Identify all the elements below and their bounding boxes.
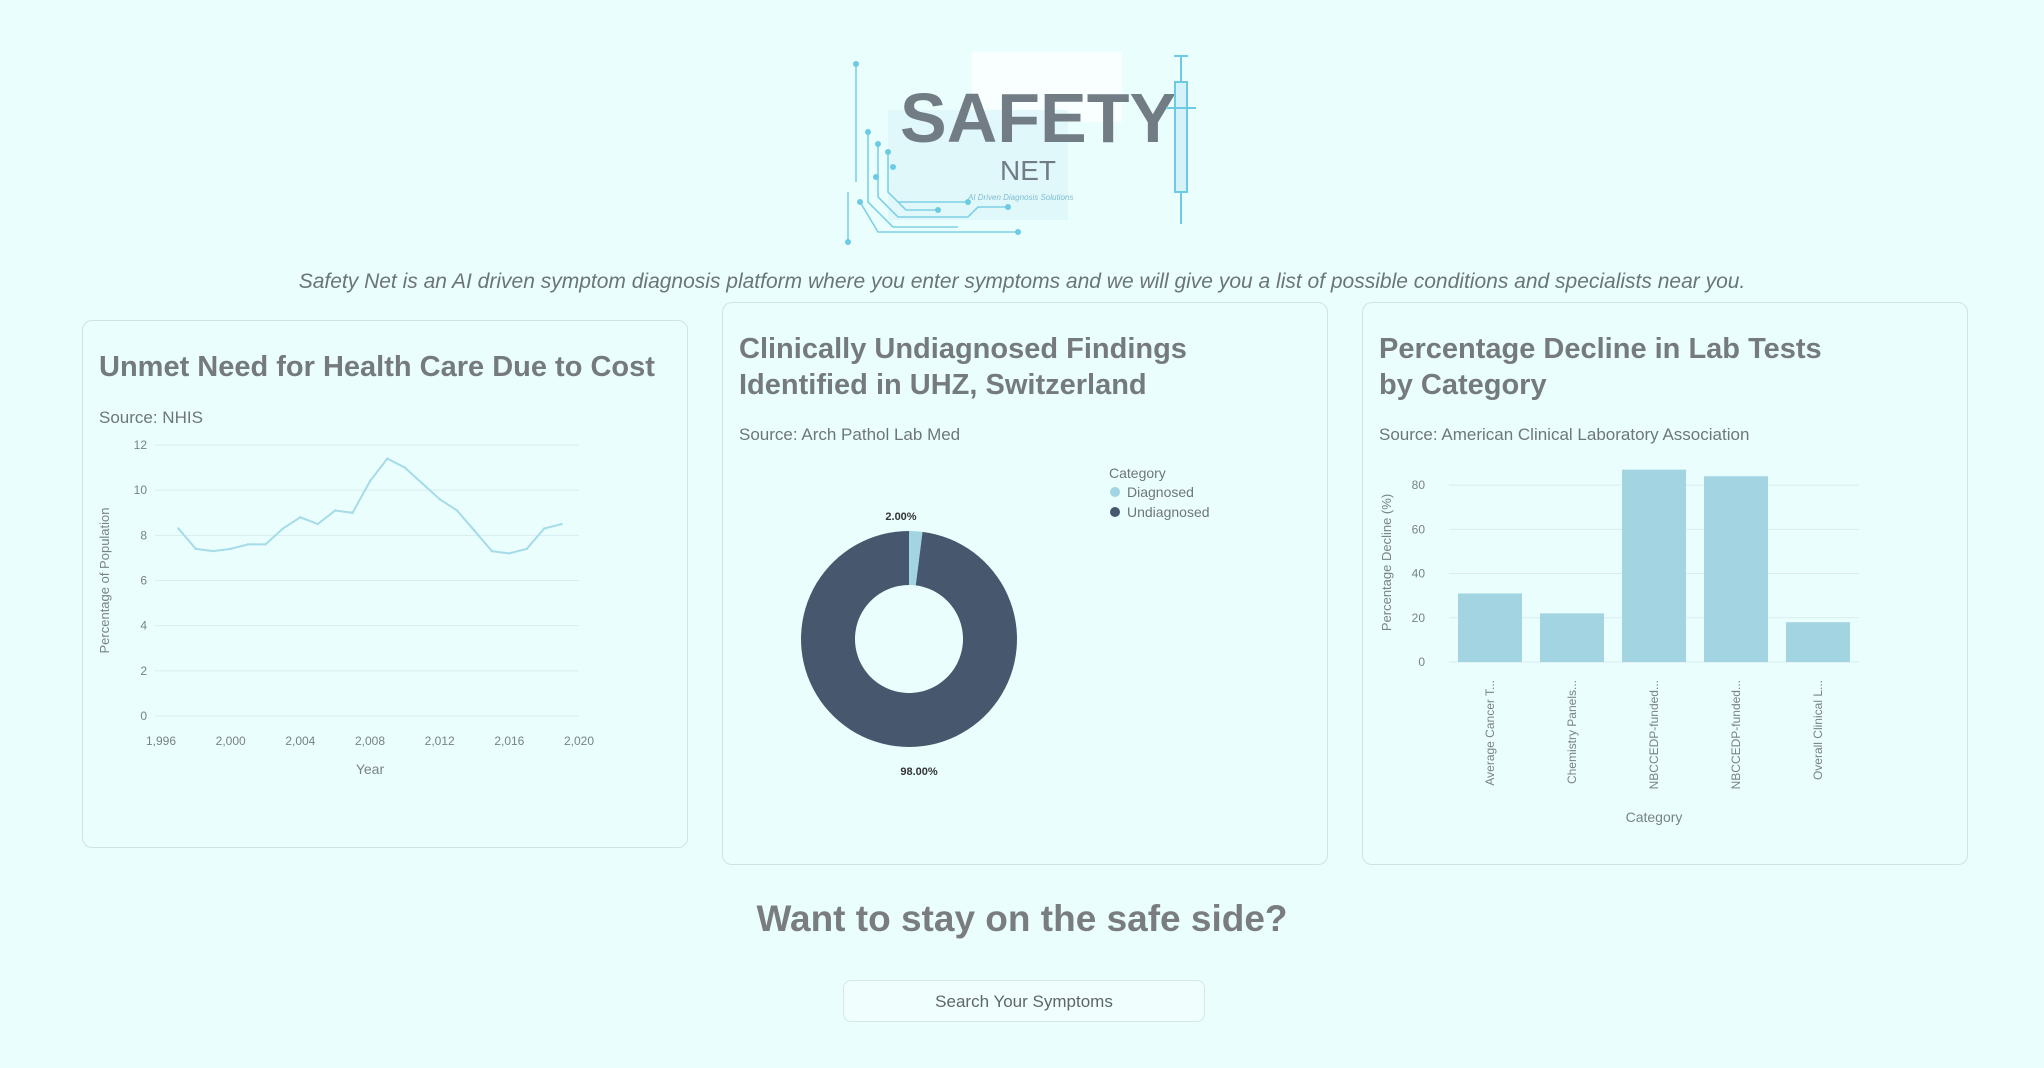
x-axis-label: Category [1626, 809, 1683, 825]
data-point [438, 498, 441, 501]
bar-chart: 0 20 40 60 80 Average Cancer T... Chemistry Pa… [1379, 469, 1859, 825]
data-point [333, 509, 337, 512]
bar [1540, 613, 1604, 662]
data-point [455, 509, 459, 512]
data-point [368, 479, 372, 483]
svg-text:SAFETY: SAFETY [900, 79, 1176, 157]
data-point [525, 547, 528, 551]
legend-marker [1110, 487, 1120, 497]
donut-slice-undiagnosed [800, 531, 1017, 747]
data-point [194, 547, 198, 551]
data-point [560, 522, 563, 526]
data-point [281, 527, 285, 530]
x-tick-label: 2,020 [564, 734, 594, 748]
x-tick-label: Average Cancer T... [1483, 680, 1497, 786]
data-point [508, 552, 511, 555]
x-tick-label: 2,008 [355, 734, 385, 748]
y-tick-label: 12 [134, 438, 148, 452]
data-point [386, 457, 389, 460]
x-tick-label: Overall Clinical L... [1811, 680, 1825, 780]
series-line [177, 457, 562, 555]
card-source: Source: American Clinical Laboratory Ass… [1379, 425, 1750, 444]
bar [1704, 476, 1768, 662]
card-title: Clinically Undiagnosed Findings Identifi… [739, 333, 1187, 401]
bar [1786, 622, 1850, 662]
data-point [246, 543, 250, 546]
legend-label: Undiagnosed [1127, 504, 1210, 520]
x-tick-label: NBCCEDP-funded... [1729, 680, 1743, 789]
card-title: Unmet Need for Health Care Due to Cost [99, 351, 655, 383]
y-tick-label: 4 [140, 619, 147, 633]
x-tick-label: Chemistry Panels... [1565, 680, 1579, 784]
x-tick-label: NBCCEDP-funded... [1647, 680, 1661, 789]
line-chart: 0 2 4 6 8 10 12 1,996 2,000 2,004 2,008 2,012 2,016 2… [97, 438, 594, 777]
safety-net-logo: SAFETY NET AI Driven Diagnosis Solutions [845, 52, 1196, 245]
data-point [264, 543, 267, 546]
svg-text:AI Driven Diagnosis Solutions: AI Driven Diagnosis Solutions [967, 193, 1073, 202]
donut-chart: 2.00% 98.00% Category Diagnosed Undiagnosed [800, 465, 1210, 778]
card-title: Percentage Decline in Lab Tests by Categ… [1379, 333, 1822, 401]
data-point [351, 511, 354, 514]
x-axis-label: Year [356, 761, 385, 777]
data-point [212, 549, 215, 553]
y-axis-label: Percentage Decline (%) [1379, 494, 1394, 631]
x-tick-label: 1,996 [146, 734, 176, 748]
data-point [299, 516, 302, 519]
legend-marker [1110, 507, 1120, 517]
y-tick-label: 20 [1412, 611, 1426, 625]
bar [1622, 469, 1686, 662]
bar [1458, 593, 1522, 662]
y-tick-label: 8 [140, 528, 147, 542]
data-point [490, 549, 494, 553]
y-tick-label: 60 [1412, 522, 1426, 536]
card-source: Source: Arch Pathol Lab Med [739, 425, 961, 444]
data-point [177, 527, 180, 530]
x-tick-label: 2,016 [494, 734, 524, 748]
x-tick-label: 2,004 [285, 734, 315, 748]
y-tick-label: 10 [134, 483, 148, 497]
y-tick-label: 80 [1412, 478, 1426, 492]
legend-title: Category [1109, 465, 1166, 481]
data-point [229, 547, 232, 551]
data-point [542, 527, 546, 530]
data-point [473, 529, 476, 533]
data-point [403, 466, 407, 469]
donut-slice-diagnosed [909, 531, 923, 586]
search-symptoms-button[interactable]: Search Your Symptoms [843, 980, 1205, 1022]
x-tick-label: 2,000 [216, 734, 246, 748]
card-unmet-need: Unmet Need for Health Care Due to Cost S… [82, 320, 688, 848]
y-tick-label: 0 [140, 709, 147, 723]
slice-label: 98.00% [900, 766, 938, 778]
y-tick-label: 0 [1418, 655, 1425, 669]
y-tick-label: 2 [140, 664, 147, 678]
x-tick-label: 2,012 [425, 734, 455, 748]
y-tick-label: 40 [1412, 567, 1426, 581]
cta-title: Want to stay on the safe side? [756, 898, 1288, 939]
y-tick-label: 6 [140, 574, 147, 588]
tagline: Safety Net is an AI driven symptom diagn… [298, 270, 1746, 293]
data-point [421, 482, 424, 485]
y-axis-label: Percentage of Population [97, 508, 112, 654]
card-lab-decline: Percentage Decline in Lab Tests by Categ… [1362, 302, 1968, 865]
legend-label: Diagnosed [1127, 484, 1194, 500]
card-source: Source: NHIS [99, 408, 203, 427]
slice-label: 2.00% [885, 511, 916, 523]
svg-text:NET: NET [1000, 155, 1056, 186]
data-point [316, 522, 319, 526]
card-undiagnosed: Clinically Undiagnosed Findings Identifi… [722, 302, 1328, 865]
